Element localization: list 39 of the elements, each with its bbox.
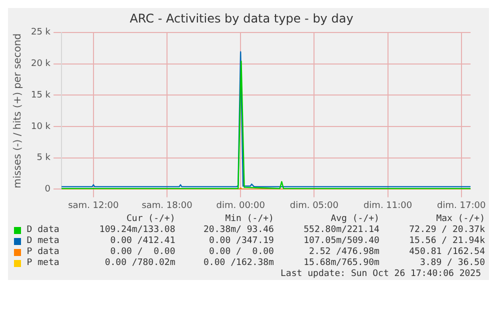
text: 3.89 / 36.50 (418, 258, 486, 269)
text: Cur (-/+) (125, 214, 176, 225)
text: 72.29 / 20.37k (408, 225, 486, 236)
y-tick-label: 15 k (30, 90, 52, 100)
text: 15.68m/765.90m (302, 258, 380, 269)
y-tick-label: 20 k (30, 59, 52, 70)
text: 0.00 / 0.00 (109, 247, 176, 258)
x-tick-label: dim. 11:00 (363, 200, 412, 211)
text: 107.05m/509.40 (302, 236, 380, 247)
y-tick-label: 25 k (30, 28, 52, 38)
x-tick-label: dim. 17:00 (437, 200, 486, 211)
text: 20.38m/ 93.46 (202, 225, 275, 236)
y-tick-label: 10 k (30, 122, 52, 132)
text: 15.56 / 21.94k (408, 236, 486, 247)
chart-title: ARC - Activities by data type - by day (130, 11, 354, 26)
x-tick-label: dim. 05:00 (290, 200, 339, 211)
text: 0.00 /162.38m (202, 258, 275, 269)
text: 0.00 /780.02m (104, 258, 176, 269)
legend-label: D data (26, 225, 60, 236)
y-tick-label: 5 k (36, 153, 52, 164)
text: 109.24m/133.08 (98, 225, 176, 236)
text: 0.00 /412.41 (109, 236, 176, 247)
x-tick-label: sam. 18:00 (142, 200, 193, 211)
text: 552.80m/221.14 (302, 225, 380, 236)
y-tick-label: 0 (44, 184, 51, 195)
legend-label: D meta (26, 236, 60, 247)
text: Last update: Sun Oct 26 17:40:06 2025 (280, 269, 482, 280)
legend-label: P data (26, 247, 60, 258)
x-tick-label: sam. 12:00 (68, 200, 119, 211)
text: 0.00 / 0.00 (208, 247, 275, 258)
text: Min (-/+) (224, 214, 275, 225)
y-axis-title: misses (-) / hits (+) per second (12, 33, 24, 188)
legend-label: P meta (26, 258, 60, 269)
text: Avg (-/+) (330, 214, 380, 225)
x-tick-label: dim. 00:00 (216, 200, 266, 211)
text: 2.52 /476.98m (308, 247, 380, 258)
text: 0.00 /347.19 (208, 236, 275, 247)
text: Max (-/+) (435, 214, 486, 225)
text: 450.81 /162.54 (408, 247, 486, 258)
